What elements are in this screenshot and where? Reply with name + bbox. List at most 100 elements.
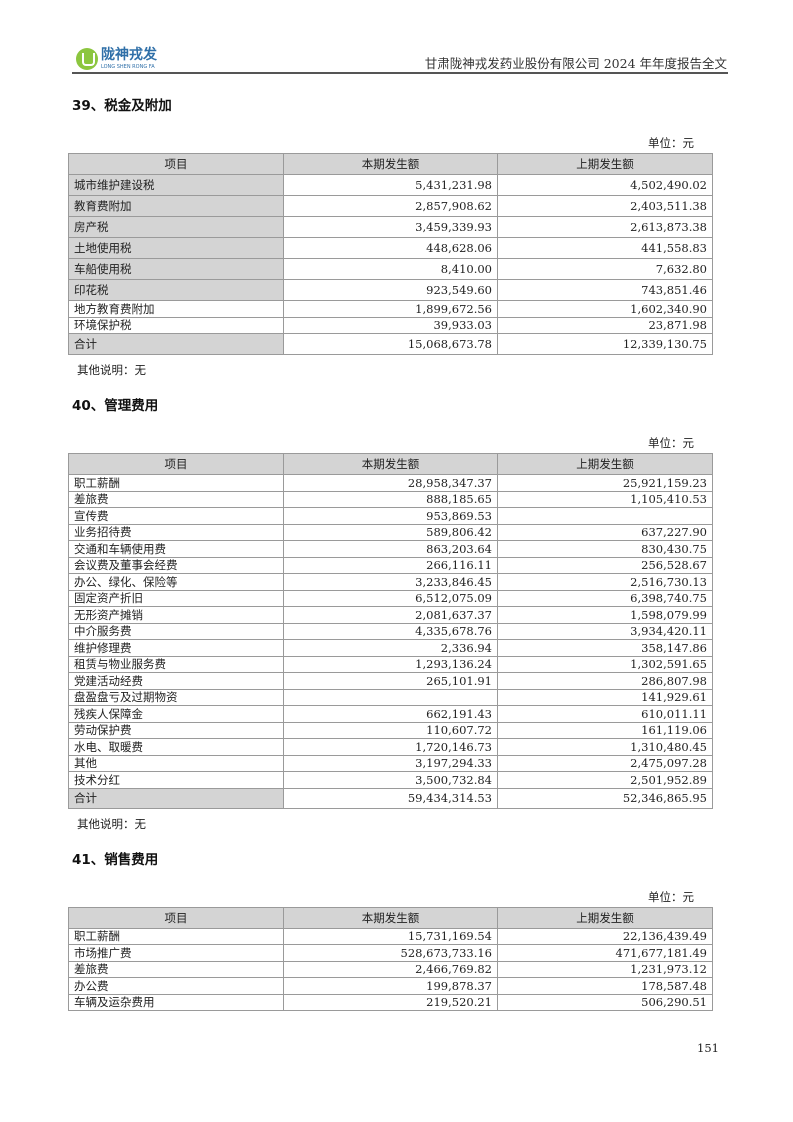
document-title: 甘肃陇神戎发药业股份有限公司 2024 年年度报告全文 (424, 56, 727, 71)
table-row: 差旅费 888,185.65 1,105,410.53 (68, 490, 713, 508)
current-period-cell: 59,434,314.53 (283, 787, 498, 809)
prior-period-cell: 2,516,730.13 (497, 573, 713, 591)
prior-period-cell: 441,558.83 (497, 237, 713, 259)
current-period-cell: 265,101.91 (283, 672, 498, 690)
item-name-cell: 城市维护建设税 (68, 174, 284, 196)
table-row: 环境保护税 39,933.03 23,871.98 (68, 316, 713, 334)
current-period-cell: 2,336.94 (283, 639, 498, 657)
item-name-cell: 地方教育费附加 (68, 300, 284, 318)
current-period-cell: 15,731,169.54 (283, 927, 498, 945)
item-name-cell: 租赁与物业服务费 (68, 655, 284, 673)
current-period-cell: 266,116.11 (283, 556, 498, 574)
item-name-cell: 会议费及董事会经费 (68, 556, 284, 574)
taxes-table: 项目 本期发生额 上期发生额 城市维护建设税 5,431,231.98 4,502,490… (68, 153, 713, 355)
prior-period-cell: 2,613,873.38 (497, 216, 713, 238)
table-row: 办公、绿化、保险等 3,233,846.45 2,516,730.13 (68, 573, 713, 591)
item-name-cell: 业务招待费 (68, 523, 284, 541)
current-period-cell: 8,410.00 (283, 258, 498, 280)
table-row: 办公费 199,878.37 178,587.48 (68, 977, 713, 995)
prior-period-cell: 25,921,159.23 (497, 474, 713, 492)
section-selling-expenses: 41、销售费用 单位：元 项目 本期发生额 上期发生额 职工薪酬 15,731,169.… (68, 851, 713, 1012)
prior-period-cell (497, 507, 713, 525)
prior-period-cell: 2,403,511.38 (497, 195, 713, 217)
prior-period-cell: 358,147.86 (497, 639, 713, 657)
page-number: 151 (697, 1041, 719, 1055)
header-divider (72, 72, 728, 74)
section-heading-admin-expenses: 40、管理费用 (72, 398, 159, 414)
current-period-cell: 6,512,075.09 (283, 589, 498, 607)
prior-period-cell: 1,310,480.45 (497, 738, 713, 756)
column-header: 项目 (68, 453, 284, 475)
table-row: 残疾人保障金 662,191.43 610,011.11 (68, 705, 713, 723)
table-header-row: 项目 本期发生额 上期发生额 (68, 906, 713, 929)
table-row: 维护修理费 2,336.94 358,147.86 (68, 639, 713, 657)
prior-period-cell: 471,677,181.49 (497, 944, 713, 962)
item-name-cell: 职工薪酬 (68, 474, 284, 492)
table-row: 城市维护建设税 5,431,231.98 4,502,490.02 (68, 174, 713, 196)
item-name-cell: 合计 (68, 333, 284, 355)
logo-text-en: LONG SHEN RONG FA (101, 64, 155, 70)
section-heading-selling-expenses: 41、销售费用 (72, 851, 159, 868)
item-name-cell: 维护修理费 (68, 639, 284, 657)
other-notes: 其他说明：无 (77, 816, 146, 831)
current-period-cell: 5,431,231.98 (283, 174, 498, 196)
prior-period-cell: 22,136,439.49 (497, 927, 713, 945)
column-header: 本期发生额 (283, 453, 498, 475)
page-content: 39、税金及附加 单位：元 项目 本期发生额 上期发生额 城市维护建设税 5,431,2… (68, 97, 713, 1012)
prior-period-cell: 1,598,079.99 (497, 606, 713, 624)
prior-period-cell: 161,119.06 (497, 721, 713, 739)
item-name-cell: 市场推广费 (68, 944, 284, 962)
section-admin-expenses: 40、管理费用 单位：元 项目 本期发生额 上期发生额 职工薪酬 28,958,347.… (68, 397, 713, 831)
prior-period-cell: 6,398,740.75 (497, 589, 713, 607)
total-row: 合计 59,434,314.53 52,346,865.95 (68, 787, 713, 809)
current-period-cell: 888,185.65 (283, 490, 498, 508)
current-period-cell: 1,899,672.56 (283, 300, 498, 318)
item-name-cell: 残疾人保障金 (68, 705, 284, 723)
item-name-cell: 其他 (68, 754, 284, 772)
unit-label: 单位：元 (648, 889, 694, 904)
prior-period-cell: 178,587.48 (497, 977, 713, 995)
logo-text-cn: 陇神戎发 (101, 47, 157, 63)
prior-period-cell: 7,632.80 (497, 258, 713, 280)
table-row: 土地使用税 448,628.06 441,558.83 (68, 237, 713, 259)
prior-period-cell: 1,105,410.53 (497, 490, 713, 508)
table-row: 其他 3,197,294.33 2,475,097.28 (68, 754, 713, 772)
table-header-row: 项目 本期发生额 上期发生额 (68, 153, 713, 175)
item-name-cell: 差旅费 (68, 490, 284, 508)
item-name-cell: 印花税 (68, 279, 284, 301)
table-row: 市场推广费 528,673,733.16 471,677,181.49 (68, 944, 713, 962)
table-header-row: 项目 本期发生额 上期发生额 (68, 453, 713, 475)
current-period-cell: 953,869.53 (283, 507, 498, 525)
section-heading-taxes: 39、税金及附加 (72, 98, 172, 114)
column-header: 上期发生额 (497, 906, 713, 929)
current-period-cell: 219,520.21 (283, 993, 498, 1011)
prior-period-cell: 3,934,420.11 (497, 622, 713, 640)
logo-icon (76, 47, 98, 70)
prior-period-cell: 2,475,097.28 (497, 754, 713, 772)
table-row: 党建活动经费 265,101.91 286,807.98 (68, 672, 713, 690)
table-row: 房产税 3,459,339.93 2,613,873.38 (68, 216, 713, 238)
item-name-cell: 水电、取暖费 (68, 738, 284, 756)
unit-label: 单位：元 (648, 136, 694, 150)
item-name-cell: 办公费 (68, 977, 284, 995)
current-period-cell: 2,857,908.62 (283, 195, 498, 217)
current-period-cell: 2,081,637.37 (283, 606, 498, 624)
total-row: 合计 15,068,673.78 12,339,130.75 (68, 333, 713, 355)
current-period-cell: 110,607.72 (283, 721, 498, 739)
prior-period-cell: 286,807.98 (497, 672, 713, 690)
prior-period-cell: 610,011.11 (497, 705, 713, 723)
table-row: 无形资产摊销 2,081,637.37 1,598,079.99 (68, 606, 713, 624)
item-name-cell: 盘盈盘亏及过期物资 (68, 688, 284, 706)
table-row: 印花税 923,549.60 743,851.46 (68, 279, 713, 301)
prior-period-cell: 141,929.61 (497, 688, 713, 706)
admin-expenses-table: 项目 本期发生额 上期发生额 职工薪酬 28,958,347.37 25,921,159.… (68, 453, 713, 809)
table-row: 技术分红 3,500,732.84 2,501,952.89 (68, 771, 713, 789)
item-name-cell: 车船使用税 (68, 258, 284, 280)
prior-period-cell: 2,501,952.89 (497, 771, 713, 789)
current-period-cell (283, 688, 498, 706)
table-row: 差旅费 2,466,769.82 1,231,973.12 (68, 960, 713, 978)
table-row: 教育费附加 2,857,908.62 2,403,511.38 (68, 195, 713, 217)
prior-period-cell: 23,871.98 (497, 316, 713, 334)
item-name-cell: 职工薪酬 (68, 927, 284, 945)
item-name-cell: 无形资产摊销 (68, 606, 284, 624)
